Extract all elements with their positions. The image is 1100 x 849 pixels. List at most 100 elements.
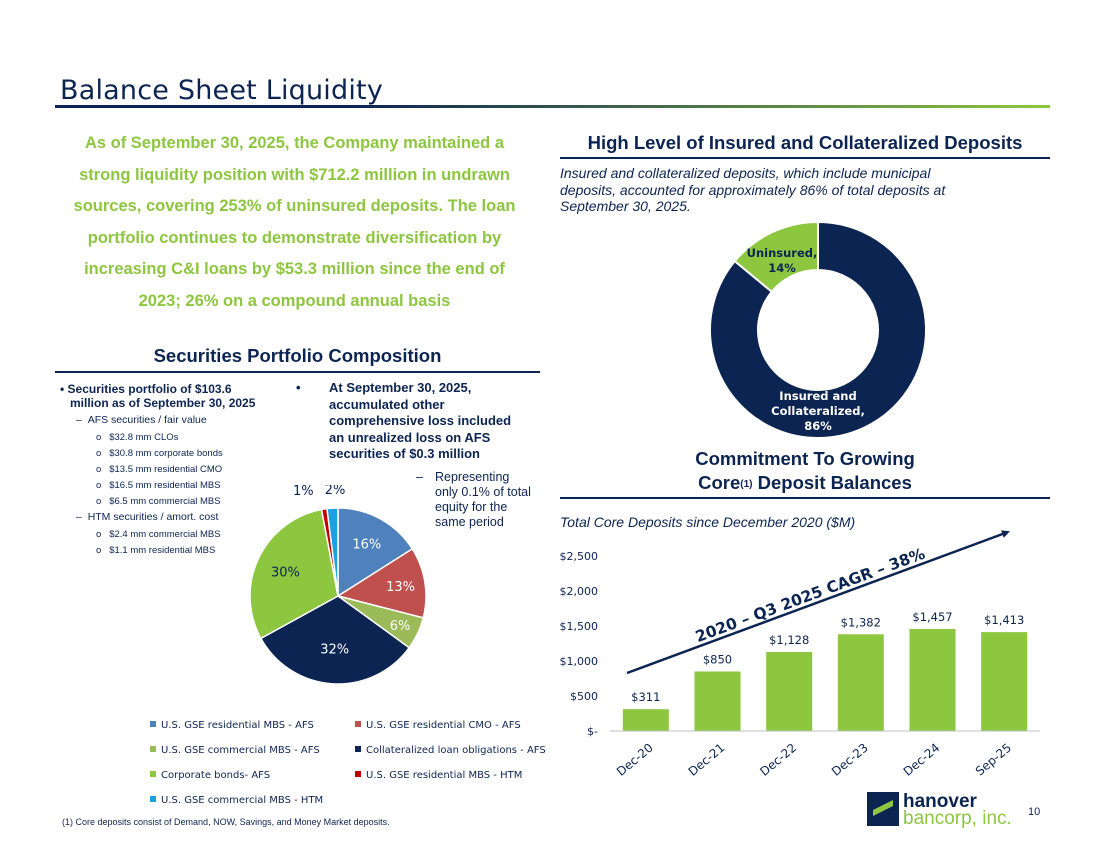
footnote: (1) Core deposits consist of Demand, NOW… [62,817,390,827]
pie-slice [336,547,427,619]
aoci-sub-bullet: – Representing only 0.1% of total equity… [416,470,541,530]
intro-line: 2023; 26% on a compound annual basis [138,291,451,310]
circle-bullet-icon: o [96,480,110,491]
company-logo: hanover bancorp, inc. [865,788,1025,835]
pie-slice [249,508,339,640]
legend-item: U.S. GSE commercial MBS - AFS [150,745,320,756]
pie-value-label: 1% [293,485,314,499]
deposits-note-line: September 30, 2025. [560,198,691,214]
intro-line: portfolio continues to demonstrate diver… [87,228,502,247]
legend-label: U.S. GSE commercial MBS - AFS [161,745,320,756]
y-tick-label: $2,000 [560,585,599,598]
core-note: Total Core Deposits since December 2020 … [560,514,856,530]
donut-value-uninsured: 14% [768,261,796,275]
aoci-sub-line: equity for the [435,500,508,514]
intro-line: increasing C&I loans by $53.3 million si… [84,260,505,279]
page-title: Balance Sheet Liquidity [60,75,384,106]
deposits-note-line: deposits, accounted for approximately 86… [560,181,946,198]
bar-value-label: $1,382 [841,615,881,629]
bar [837,634,884,731]
legend-swatch [150,721,156,727]
circle-bullet-icon: o [96,496,110,507]
x-tick-label: Dec-24 [901,741,943,779]
deposits-divider [560,157,1050,159]
aoci-line: an unrealized loss on AFS [329,429,491,445]
core-deposits-bar-chart: $- $500 $1,000 $1,500 $2,000 $2,500 $311 Dec-20… [560,530,1040,779]
aoci-sub-line: Representing [435,470,510,484]
legend-swatch [150,771,156,777]
y-tick-label: $500 [570,690,598,703]
circle-bullet-icon: o [96,432,110,443]
securities-left-bullets: • Securities portfolio of $103.6 million… [60,382,300,556]
legend-label: U.S. GSE residential MBS - AFS [161,720,314,731]
afs-item: o $16.5 mm residential MBS [96,480,221,491]
legend-item: U.S. GSE residential CMO - AFS [355,720,521,731]
legend-label: U.S. GSE residential MBS - HTM [366,770,523,781]
bullet-dot-icon: • [60,382,68,396]
bullet-text: • Securities portfolio of $103.6 [60,382,232,396]
securities-main-bullet: • Securities portfolio of $103.6 million… [60,382,300,410]
bar-value-label: $850 [703,653,732,667]
bullet-dot-icon: • [296,380,301,395]
pie-value-label: 6% [390,619,411,634]
legend-label: Corporate bonds- AFS [161,770,271,781]
aoci-bullet: • At September 30, 2025, accumulated oth… [296,380,536,463]
legend-label: U.S. GSE commercial MBS - HTM [161,795,324,806]
bar [981,632,1028,731]
bar [766,652,813,731]
dash-icon: – [76,414,88,426]
afs-item: o $13.5 mm residential CMO [96,464,223,475]
aoci-line: accumulated other [329,396,445,412]
x-tick-label: Dec-23 [829,741,871,779]
pie-value-label: 16% [352,538,381,553]
logo-graphic: hanover bancorp, inc. [867,791,1012,829]
circle-bullet-icon: o [96,448,110,459]
intro-paragraph: As of September 30, 2025, the Company ma… [62,128,527,318]
pie-slice [326,507,339,597]
bar [694,671,741,731]
donut-slice [709,220,927,439]
y-tick-label: $- [587,725,598,738]
dash-icon: – [76,511,88,523]
core-heading: Commitment To Growing Core(1) Deposit Ba… [560,447,1050,497]
title-divider [55,105,1050,108]
pie-slice [337,507,414,598]
legend-item: Collateralized loan obligations - AFS [355,745,546,756]
legend-swatch [355,721,361,727]
legend-label: Collateralized loan obligations - AFS [366,745,546,756]
footnote-marker: (1) [740,479,753,490]
donut-label-uninsured: Uninsured, [747,246,818,260]
securities-pie-chart: 16% 13% 6% 32% 30% 1% 2% [249,485,427,685]
htm-label: – HTM securities / amort. cost [76,511,219,523]
logo-swoosh-icon [873,800,893,816]
bar-value-label: $1,128 [769,633,809,647]
legend-item: U.S. GSE residential MBS - AFS [150,720,314,731]
aoci-line: securities of $0.3 million [329,446,480,461]
securities-divider [55,371,540,373]
legend-item: U.S. GSE commercial MBS - HTM [150,795,323,806]
aoci-line: comprehensive loss included [329,413,512,428]
donut-label-insured: Collateralized, [771,404,865,418]
bar-value-label: $311 [631,690,660,704]
y-tick-label: $2,500 [560,550,599,563]
bullet-text: million as of September 30, 2025 [70,396,256,410]
x-tick-label: Dec-21 [686,741,728,779]
afs-item: o $30.8 mm corporate bonds [96,448,223,459]
legend-swatch [355,746,361,752]
logo-text-bottom: bancorp, inc. [903,808,1012,829]
core-divider [560,497,1050,499]
page-number: 10 [1028,806,1041,818]
htm-item: o $2.4 mm commercial MBS [96,529,221,540]
intro-line: sources, covering 253% of uninsured depo… [73,197,516,216]
legend-swatch [150,796,156,802]
legend-item: U.S. GSE residential MBS - HTM [355,770,522,781]
pie-value-label: 13% [386,580,415,595]
legend-item: Corporate bonds- AFS [150,770,270,781]
bar [622,709,669,731]
deposits-heading: High Level of Insured and Collateralized… [587,132,1023,153]
afs-label: – AFS securities / fair value [76,414,207,426]
securities-heading: Securities Portfolio Composition [153,345,442,366]
logo-text-top: hanover [903,791,978,812]
circle-bullet-icon: o [96,545,110,556]
